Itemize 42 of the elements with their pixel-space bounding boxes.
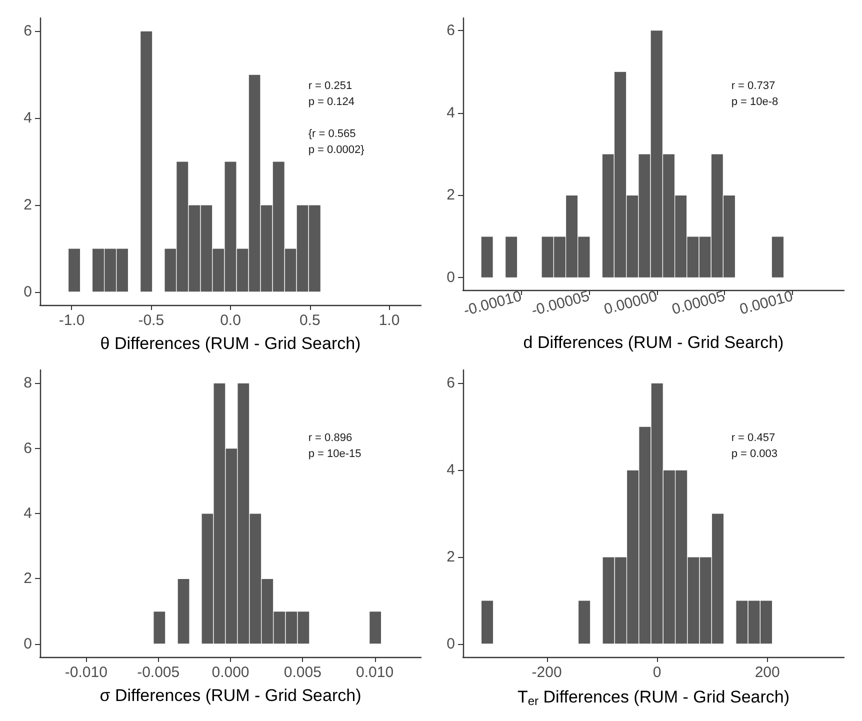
x-tick-label: 0 [652, 664, 662, 681]
y-tick-label: 6 [24, 440, 32, 457]
y-tick-label: 6 [24, 22, 32, 40]
x-tick-label: -1.0 [58, 312, 85, 329]
x-tick-label: 0.005 [284, 664, 322, 681]
x-tick-label: 0.0 [220, 312, 241, 329]
x-axis-title: d Differences (RUM - Grid Search) [523, 333, 784, 352]
x-tick-label: -200 [532, 664, 562, 681]
x-tick-label: 0.000 [212, 664, 250, 681]
y-tick-label: 2 [24, 196, 32, 214]
x-axis-title: θ Differences (RUM - Grid Search) [100, 334, 361, 353]
x-tick-label: -0.00005 [530, 288, 592, 320]
x-tick-label: -0.00010 [462, 288, 524, 320]
x-tick-label: 0.010 [356, 664, 394, 681]
annotation: r = 0.737 p = 10e-8 [731, 80, 778, 108]
x-tick-label: 0.00005 [670, 288, 727, 318]
x-tick-label: -0.010 [64, 664, 108, 681]
x-tick-label: 0.5 [299, 312, 320, 329]
y-tick-label: 0 [24, 635, 32, 652]
y-tick-label: 0 [446, 635, 455, 652]
y-tick-label: 6 [446, 374, 455, 392]
y-tick-label: 4 [446, 104, 455, 122]
x-tick-label: 1.0 [378, 312, 400, 329]
y-tick-label: 4 [446, 462, 455, 479]
annotation: r = 0.251 p = 0.124 [308, 80, 355, 108]
y-tick-label: 4 [24, 110, 32, 127]
x-axis-title: σ Differences (RUM - Grid Search) [100, 686, 362, 705]
annotation: {r = 0.565 p = 0.0002} [308, 128, 365, 156]
x-tick-label: 0.00010 [738, 288, 795, 318]
y-tick-label: 6 [446, 22, 455, 39]
annotation: r = 0.896 p = 10e-15 [308, 432, 362, 460]
y-tick-label: 4 [24, 505, 32, 522]
y-tick-label: 2 [446, 548, 455, 566]
annotation: r = 0.457 p = 0.003 [731, 432, 778, 460]
y-tick-label: 2 [446, 186, 455, 204]
x-tick-label: -0.005 [137, 664, 180, 681]
y-tick-label: 8 [24, 374, 32, 392]
x-tick-label: 0.00000 [602, 288, 660, 318]
x-tick-label: 200 [754, 664, 780, 681]
y-tick-label: 0 [446, 269, 455, 286]
y-tick-label: 2 [24, 570, 32, 588]
x-tick-label: -0.5 [138, 312, 164, 329]
